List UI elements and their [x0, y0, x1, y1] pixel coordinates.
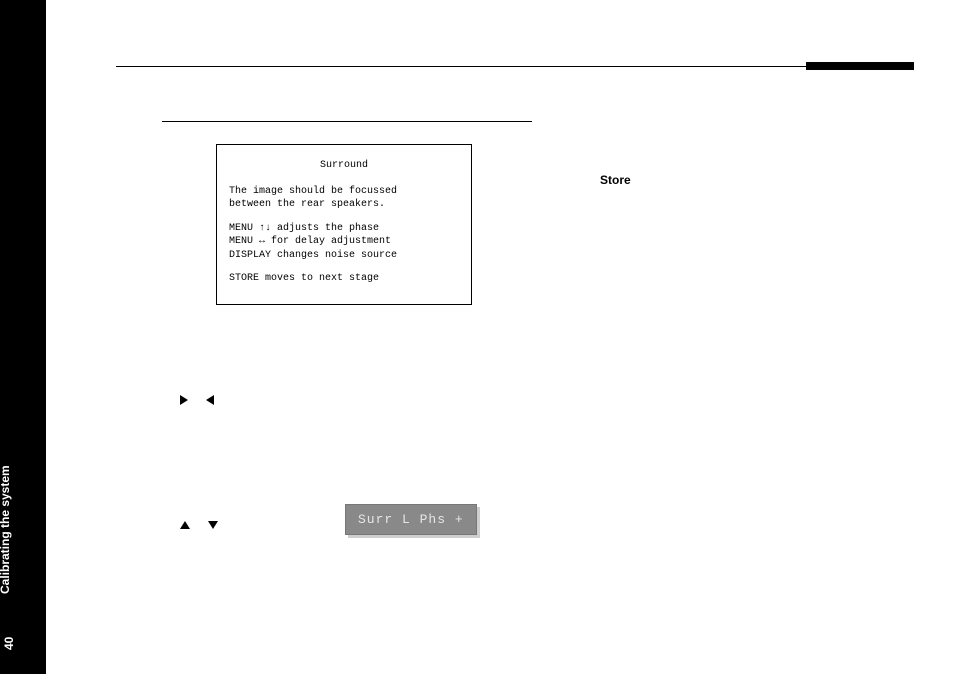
- page-number: 40: [2, 637, 16, 650]
- osd-box: Surround The image should be focussed be…: [216, 144, 472, 305]
- heading-rule: [162, 121, 532, 122]
- instruction-text: Press or to change the phase.: [180, 535, 532, 552]
- heading-phase: Phase: [162, 100, 532, 115]
- store-label: Store: [600, 173, 631, 187]
- osd-line: MENU ↑↓ adjusts the phase: [229, 222, 459, 236]
- arrow-down-icon: [208, 521, 218, 529]
- osd-line: STORE moves to next stage: [229, 272, 459, 286]
- paragraph: The front panel shows the next setting i…: [566, 198, 954, 215]
- page-content: Phase Surround The image should be focus…: [46, 0, 954, 674]
- right-column: If there is no position of the delay tha…: [566, 100, 954, 400]
- arrow-left-icon: [206, 395, 214, 405]
- lcd-display-text: Surr L Phs +: [345, 504, 477, 535]
- paragraph: Choose whichever value gives an image ne…: [180, 561, 532, 596]
- osd-line: between the rear speakers.: [229, 198, 459, 212]
- osd-line: The image should be focussed: [229, 185, 459, 199]
- instruction-text: Press or to change the delay in 1ms step…: [180, 411, 532, 428]
- arrow-up-icon: [180, 521, 190, 529]
- osd-block-1: The image should be focussed between the…: [229, 185, 459, 212]
- sidebar-section-title: Calibrating the system: [0, 414, 12, 594]
- sidebar: Calibrating the system 40: [0, 0, 46, 674]
- delay-instruction: Press or to change the delay in 1ms step…: [180, 395, 532, 471]
- store-instruction: Press Store to save the phase setting. T…: [566, 172, 954, 215]
- paragraph: This page allows you to adjust the delay…: [162, 323, 532, 358]
- osd-title: Surround: [229, 159, 459, 173]
- heading-reuse: Using the calibration procedure again: [566, 239, 954, 254]
- paragraph: As you change the delay, the sound image…: [180, 437, 532, 472]
- paragraph: If there is no position of the delay tha…: [566, 100, 954, 152]
- paragraph: The instructions in this chapter describ…: [566, 264, 954, 316]
- lcd-display: Surr L Phs +: [345, 504, 477, 535]
- arrow-right-icon: [180, 395, 188, 405]
- osd-line: MENU ↔ for delay adjustment: [229, 235, 459, 249]
- osd-line: DISPLAY changes noise source: [229, 249, 459, 263]
- osd-block-2: MENU ↑↓ adjusts the phase MENU ↔ for del…: [229, 222, 459, 263]
- paragraph: You can use the calibration procedure ag…: [566, 330, 954, 400]
